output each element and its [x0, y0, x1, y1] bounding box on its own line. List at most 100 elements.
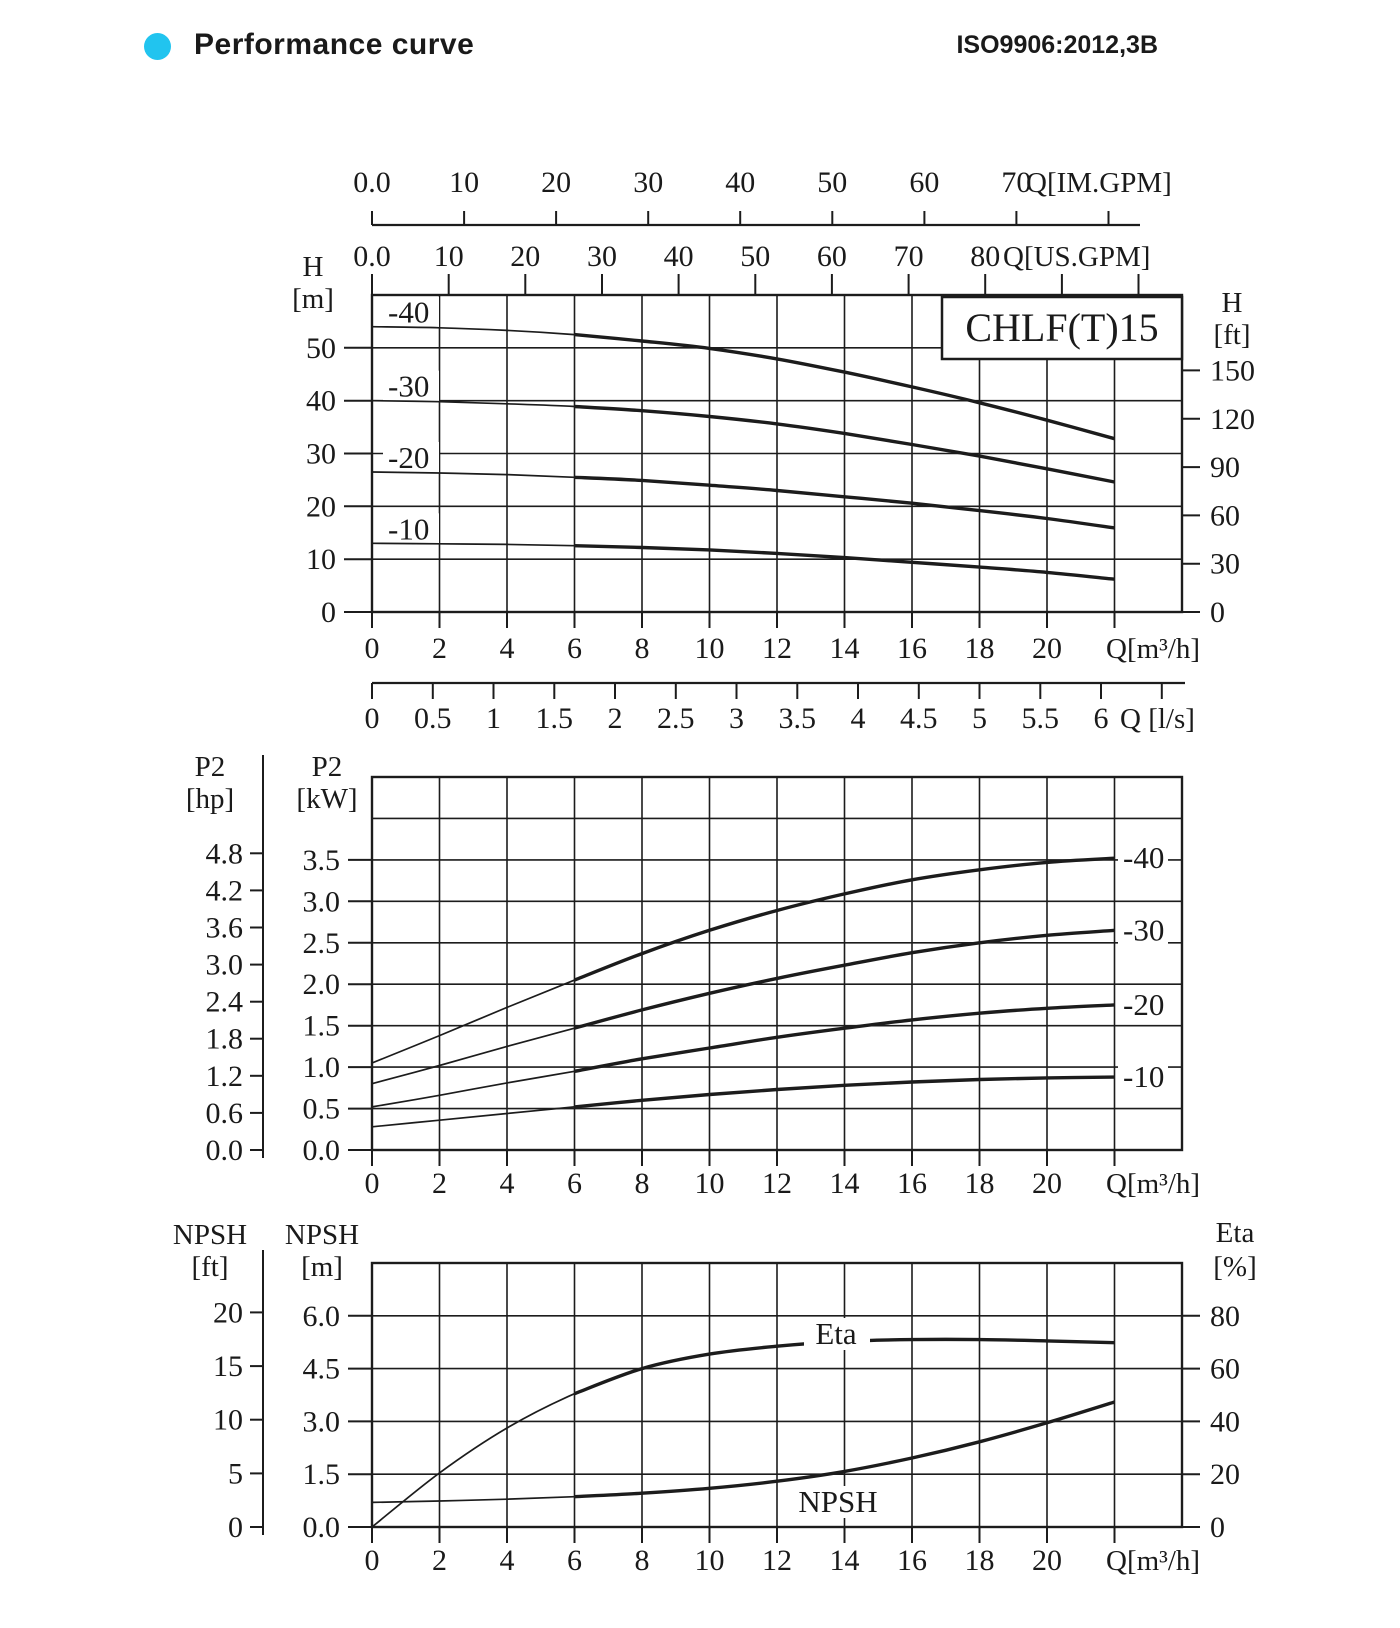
power-kw-unit: [kW]: [296, 783, 357, 815]
series-label-bg: [1118, 915, 1168, 947]
axis-label-us-gpm: Q[US.GPM]: [1003, 241, 1150, 273]
tick-label-m3h: 10: [695, 1544, 725, 1577]
tick-label-us-gpm: 30: [587, 240, 617, 273]
tick-label-h-m: 10: [306, 543, 336, 576]
page-title: Performance curve: [194, 28, 475, 61]
tick-label-im-gpm: 30: [633, 166, 663, 199]
tick-label-kw: 0.5: [303, 1093, 341, 1126]
npsh-curve-label: NPSH: [798, 1484, 877, 1519]
curve-bold--30: [574, 404, 1115, 484]
tick-label-npsh-ft: 10: [213, 1404, 243, 1437]
tick-label-kw: 0.0: [303, 1134, 341, 1167]
curve-bold--30: [574, 928, 1115, 1030]
tick-label-m3h: 4: [500, 1544, 515, 1577]
curve-bold--40: [573, 856, 1115, 982]
tick-label-us-gpm: 40: [664, 240, 694, 273]
tick-label-im-gpm: 70: [1001, 166, 1031, 199]
tick-label-kw: 2.0: [303, 968, 341, 1001]
curve--30: [371, 399, 1115, 483]
tick-label-npsh-ft: 20: [213, 1296, 243, 1329]
tick-label-m3h: 10: [695, 1167, 725, 1200]
tick-label-npsh-ft: 0: [228, 1511, 243, 1544]
tick-label-m3h: 2: [432, 1544, 447, 1577]
tick-label-im-gpm: 20: [541, 166, 571, 199]
tick-label-us-gpm: 70: [894, 240, 924, 273]
bullet-icon: [144, 33, 171, 60]
tick-label-m3h: 6: [567, 1544, 582, 1577]
series-label-bg: [1118, 843, 1168, 875]
tick-label-kw: 3.5: [303, 844, 341, 877]
tick-label-us-gpm: 80: [970, 240, 1000, 273]
tick-label-ls: 1: [486, 702, 501, 735]
curve--10: [371, 1076, 1115, 1128]
tick-label-us-gpm: 60: [817, 240, 847, 273]
tick-label-m3h: 6: [567, 632, 582, 665]
tick-label-h-m: 40: [306, 385, 336, 418]
npsh-m-name: NPSH: [285, 1219, 359, 1251]
curve-bold--10: [574, 1075, 1115, 1109]
series-label--40: -40: [388, 295, 429, 330]
npsh-ft-unit: [ft]: [191, 1251, 228, 1283]
head-yright-unit: [ft]: [1213, 319, 1250, 351]
tick-label-hp: 0.6: [206, 1097, 244, 1130]
tick-label-h-m: 30: [306, 438, 336, 471]
series-label--10: -10: [388, 511, 429, 546]
tick-label-m3h: 18: [965, 632, 995, 665]
tick-label-im-gpm: 40: [725, 166, 755, 199]
tick-label-us-gpm: 0.0: [353, 240, 391, 273]
series-label--20: -20: [388, 440, 429, 475]
head-yleft-unit: [m]: [292, 283, 334, 315]
tick-label-im-gpm: 60: [909, 166, 939, 199]
series-label-bg: [1118, 989, 1168, 1021]
tick-label-eta: 0: [1210, 1511, 1225, 1544]
tick-label-h-m: 0: [321, 596, 336, 629]
tick-label-m3h: 10: [695, 632, 725, 665]
tick-label-h-ft: 90: [1210, 451, 1240, 484]
tick-label-m3h: 12: [762, 632, 792, 665]
curve--10: [371, 542, 1115, 581]
head-yright-name: H: [1222, 287, 1243, 319]
curve-NPSH: [371, 1401, 1115, 1504]
npsh-ft-name: NPSH: [173, 1219, 247, 1251]
tick-label-m3h: 2: [432, 632, 447, 665]
eta-curve-label: Eta: [815, 1316, 857, 1351]
series-label-bg: [383, 513, 439, 545]
power-hp-name: P2: [195, 751, 226, 783]
model-box: [940, 295, 1184, 361]
axis-label-im-gpm: Q[IM.GPM]: [1026, 167, 1172, 199]
tick-label-ls: 0: [365, 702, 380, 735]
tick-label-h-ft: 150: [1210, 354, 1255, 387]
tick-label-m3h: 14: [830, 632, 860, 665]
tick-label-hp: 1.8: [206, 1023, 244, 1056]
series-label-bg: [383, 441, 439, 473]
tick-label-im-gpm: 10: [449, 166, 479, 199]
tick-label-npsh-ft: 15: [213, 1350, 243, 1383]
tick-label-m3h: 4: [500, 1167, 515, 1200]
series-label--30: -30: [388, 369, 429, 404]
tick-label-hp: 4.8: [206, 837, 244, 870]
tick-label-npsh-m: 1.5: [303, 1458, 341, 1491]
tick-label-ls: 5.5: [1022, 702, 1060, 735]
curve--30: [371, 929, 1115, 1085]
tick-label-m3h: 14: [830, 1167, 860, 1200]
series-label--10: -10: [1123, 1059, 1164, 1094]
tick-label-m3h: 8: [635, 632, 650, 665]
tick-label-kw: 1.5: [303, 1010, 341, 1043]
tick-label-kw: 1.0: [303, 1051, 341, 1084]
tick-label-m3h: 0: [365, 1544, 380, 1577]
tick-label-hp: 3.6: [206, 912, 244, 945]
tick-label-m3h: 20: [1032, 1544, 1062, 1577]
tick-label-m3h: 20: [1032, 632, 1062, 665]
tick-label-us-gpm: 20: [510, 240, 540, 273]
power-hp-unit: [hp]: [186, 783, 234, 815]
tick-label-h-ft: 60: [1210, 499, 1240, 532]
tick-label-m3h: 14: [830, 1544, 860, 1577]
tick-label-h-ft: 120: [1210, 403, 1255, 436]
tick-label-ls: 1.5: [536, 702, 574, 735]
tick-label-npsh-m: 4.5: [303, 1353, 341, 1386]
tick-label-eta: 20: [1210, 1458, 1240, 1491]
eta-axis-name: Eta: [1216, 1217, 1255, 1249]
curve-bold-NPSH: [574, 1400, 1116, 1499]
tick-label-npsh-m: 3.0: [303, 1405, 341, 1438]
